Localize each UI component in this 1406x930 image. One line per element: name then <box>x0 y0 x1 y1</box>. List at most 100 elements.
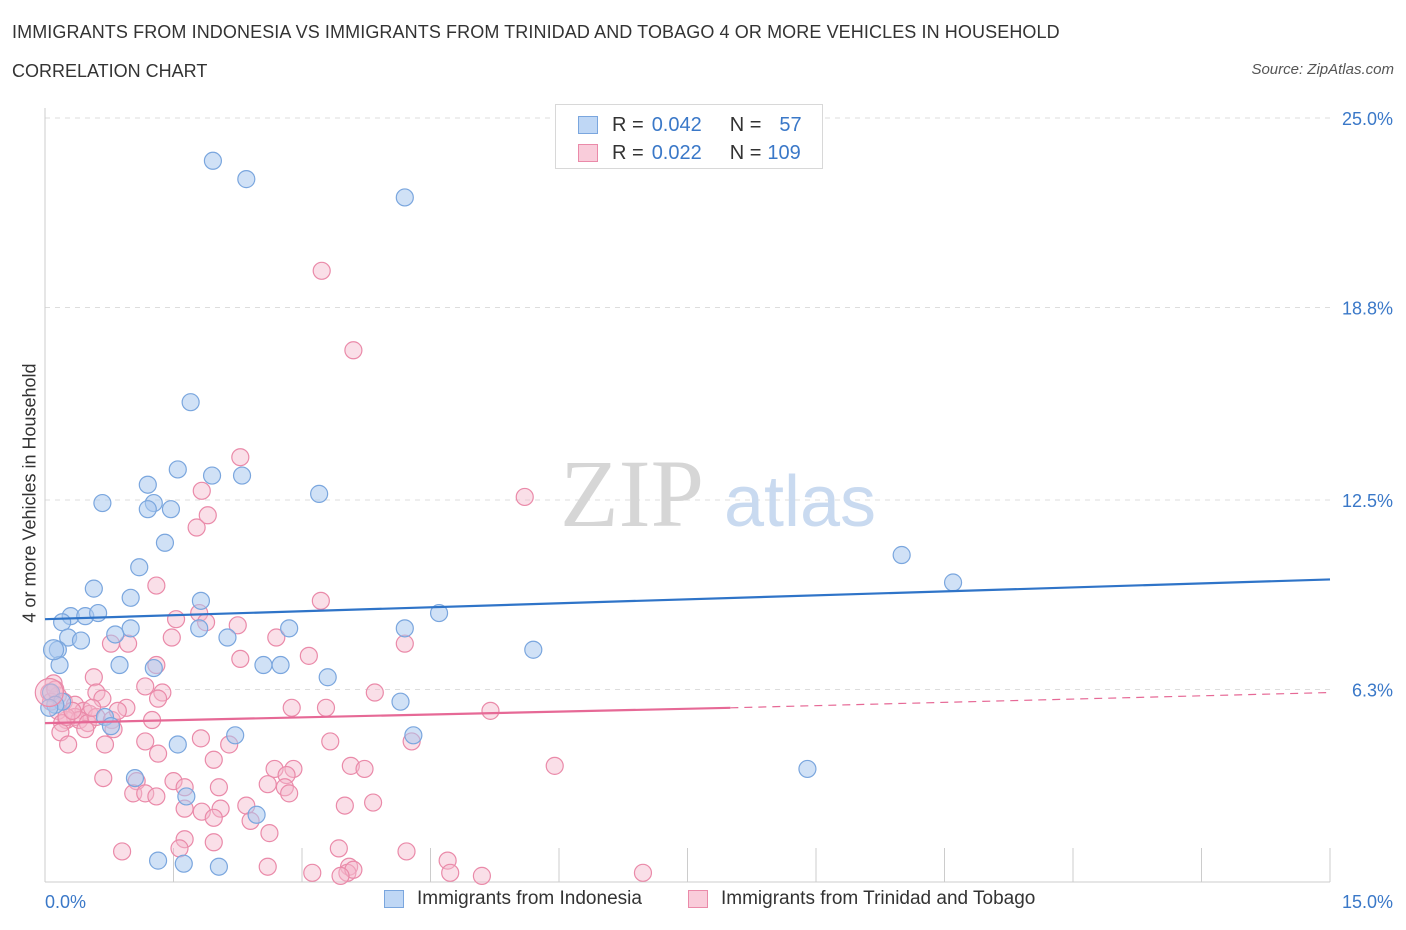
bottom-legend-indonesia: Immigrants from Indonesia <box>384 888 642 910</box>
blue-point <box>168 460 187 479</box>
blue-point <box>218 628 237 647</box>
bottom-legend-label: Immigrants from Trinidad and Tobago <box>721 888 1036 909</box>
blue-point <box>892 545 911 565</box>
n-value: 109 <box>767 141 801 164</box>
blue-point <box>395 619 414 638</box>
blue-point <box>280 619 299 638</box>
blue-point <box>168 735 187 754</box>
blue-point <box>247 805 266 824</box>
blue-point <box>254 655 273 675</box>
pink-point <box>355 759 374 779</box>
pink-point-large <box>34 677 64 708</box>
y-axis-title: 4 or more Vehicles in Household <box>19 363 40 623</box>
bottom-legend-trinidad: Immigrants from Trinidad and Tobago <box>688 888 1035 910</box>
pink-point <box>258 775 277 794</box>
watermark-zip: ZIP <box>560 440 704 547</box>
pink-point <box>231 448 250 467</box>
source-note: Source: ZipAtlas.com <box>1251 61 1394 78</box>
x-tick-label: 0.0% <box>45 892 86 912</box>
bottom-legend-label: Immigrants from Indonesia <box>417 888 642 909</box>
trinidad-trend-extension <box>730 691 1331 709</box>
r-label: R = <box>612 113 644 136</box>
blue-point <box>524 640 543 659</box>
pink-point <box>260 824 279 843</box>
pink-point <box>136 784 155 803</box>
blue-point <box>226 726 245 745</box>
y-tick-label: 12.5% <box>1342 491 1393 511</box>
y-tick-label: 18.8% <box>1342 298 1393 318</box>
blue-point <box>202 466 222 485</box>
legend-row-indonesia: R = 0.042 N = 57 <box>578 114 802 136</box>
pink-point <box>170 839 189 858</box>
pink-point <box>341 756 360 775</box>
pink-point <box>335 796 354 815</box>
n-value: 57 <box>779 113 802 136</box>
blue-point <box>121 588 140 607</box>
blue-point <box>71 631 91 650</box>
trinidad-trend-line <box>44 706 731 725</box>
bottom-swatch-indonesia <box>384 890 404 908</box>
blue-point <box>203 151 223 170</box>
pink-point <box>209 778 229 797</box>
pink-point <box>481 701 500 720</box>
pink-point <box>76 720 95 739</box>
pink-point <box>441 863 460 882</box>
pink-point <box>633 863 653 882</box>
blue-point <box>237 170 256 189</box>
blue-point <box>138 500 157 519</box>
pink-point <box>162 628 181 647</box>
watermark-atlas: atlas <box>724 462 876 542</box>
blue-point <box>161 500 181 519</box>
legend-row-trinidad: R = 0.022 N = 109 <box>578 142 801 164</box>
blue-point <box>943 573 963 592</box>
pink-point <box>331 866 350 885</box>
pink-point <box>112 842 132 861</box>
blue-point <box>125 768 145 788</box>
pink-point <box>191 729 211 748</box>
y-tick-label: 25.0% <box>1342 109 1393 129</box>
pink-point <box>59 735 78 754</box>
correlation-legend: R = 0.042 N = 57 R = 0.022 N = 109 <box>555 104 823 169</box>
blue-point <box>798 759 817 779</box>
pink-point <box>365 683 384 702</box>
blue-point <box>181 393 200 412</box>
pink-point <box>311 591 330 610</box>
pink-point <box>267 628 286 647</box>
pink-point <box>303 863 322 882</box>
blue-point <box>84 579 103 598</box>
blue-point <box>40 698 59 717</box>
blue-point <box>106 625 125 644</box>
blue-point <box>429 603 449 623</box>
pink-point <box>364 793 383 812</box>
blue-point <box>110 655 129 675</box>
pink-point <box>321 732 340 751</box>
blue-point <box>232 466 252 485</box>
pink-point <box>136 677 155 696</box>
pink-point <box>136 732 155 751</box>
blue-point <box>155 533 175 552</box>
chart-title: IMMIGRANTS FROM INDONESIA VS IMMIGRANTS … <box>12 22 1060 42</box>
blue-point <box>209 857 229 876</box>
pink-point <box>204 808 223 827</box>
blue-point <box>148 851 168 870</box>
blue-point <box>177 787 196 806</box>
r-value: 0.022 <box>651 141 702 164</box>
pink-point <box>148 744 168 763</box>
pink-point <box>284 759 303 779</box>
pink-point <box>192 481 211 500</box>
pink-point <box>198 506 217 525</box>
pink-point <box>344 341 363 360</box>
pink-point <box>312 261 331 280</box>
n-label: N = <box>729 113 762 136</box>
blue-point <box>53 613 72 632</box>
blue-point <box>271 655 290 675</box>
pink-point <box>329 839 348 858</box>
r-value: 0.042 <box>651 113 702 136</box>
pink-point <box>147 576 166 595</box>
blue-point <box>101 717 121 736</box>
blue-point <box>138 475 157 494</box>
pink-point <box>175 830 194 849</box>
chart-subtitle: CORRELATION CHART <box>12 61 208 81</box>
indonesia-trend-line <box>44 578 1331 621</box>
blue-point <box>395 188 414 207</box>
